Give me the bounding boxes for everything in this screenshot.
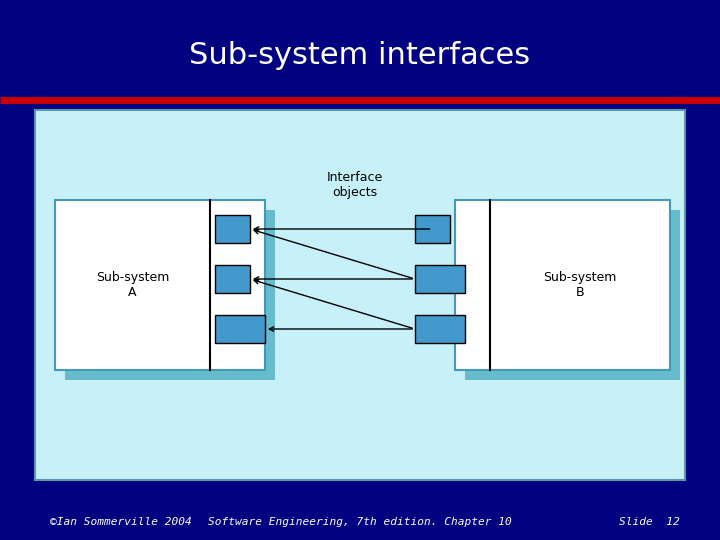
Text: ©Ian Sommerville 2004: ©Ian Sommerville 2004	[50, 517, 192, 527]
Bar	[415, 215, 450, 243]
Text: Sub-system
B: Sub-system B	[544, 271, 617, 299]
Bar	[65, 210, 275, 380]
Text: Slide  12: Slide 12	[619, 517, 680, 527]
Text: Sub-system
A: Sub-system A	[96, 271, 169, 299]
Bar	[55, 200, 265, 370]
Bar	[415, 315, 465, 343]
Bar	[215, 265, 250, 293]
Bar	[455, 200, 670, 370]
Text: Software Engineering, 7th edition. Chapter 10: Software Engineering, 7th edition. Chapt…	[208, 517, 512, 527]
Bar	[35, 110, 685, 480]
Text: Interface
objects: Interface objects	[327, 171, 383, 199]
Bar	[215, 215, 250, 243]
Text: Sub-system interfaces: Sub-system interfaces	[189, 40, 531, 70]
Bar	[465, 210, 680, 380]
Bar	[215, 315, 265, 343]
Bar	[415, 265, 465, 293]
